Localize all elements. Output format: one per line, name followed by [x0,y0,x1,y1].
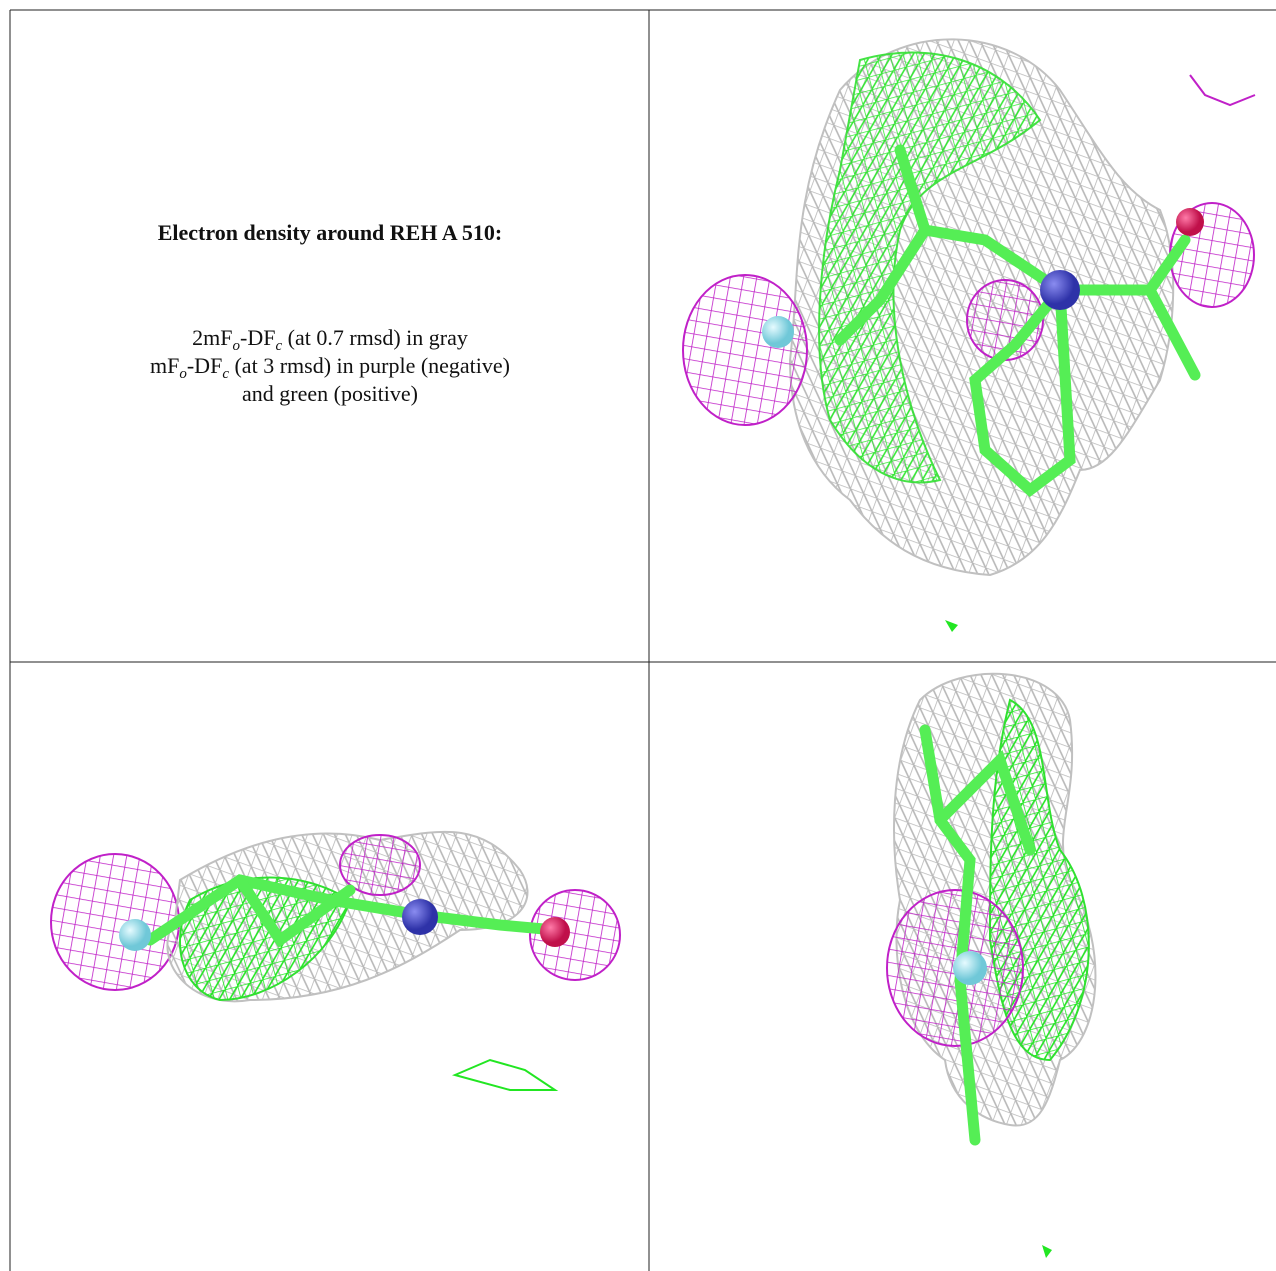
subscript: o [179,366,187,382]
oxygen-atom [540,917,570,947]
purple-mesh [339,834,421,896]
green-mesh [179,876,352,1002]
caption-text: mF [150,353,179,378]
ligand-sticks [919,724,1036,1146]
green-mesh [1042,1245,1052,1258]
purple-mesh [529,889,621,981]
ligand-sticks [834,144,1201,498]
table-borders [9,9,1276,1271]
subscript: o [233,338,241,354]
halogen-atom [119,919,151,951]
nitrogen-atom [402,899,438,935]
ligand-sticks [144,874,561,948]
nitrogen-atom [1040,270,1080,310]
caption-text: -DF [187,353,222,378]
caption-text: -DF [240,325,275,350]
caption-text: 2mF [192,325,232,350]
subscript: c [275,338,282,354]
halogen-atom [762,316,794,348]
density-view-top [682,38,1256,632]
purple-mesh [682,274,808,426]
caption-line: mFo-DFc (at 3 rmsd) in purple (negative) [150,353,510,382]
oxygen-atom [1176,208,1204,236]
caption-line: and green (positive) [242,381,418,406]
caption-text: and green (positive) [242,381,418,406]
subscript: c [222,366,229,382]
density-view-end [886,672,1097,1258]
green-mesh [945,620,958,632]
halogen-atom [953,951,987,985]
purple-mesh [1189,74,1256,107]
caption: Electron density around REH A 510: 2mFo-… [150,220,510,406]
caption-text: (at 0.7 rmsd) in gray [282,325,468,350]
green-mesh [451,1058,559,1091]
caption-line: 2mFo-DFc (at 0.7 rmsd) in gray [192,325,468,354]
purple-mesh [50,853,180,991]
caption-text: (at 3 rmsd) in purple (negative) [229,353,510,378]
caption-title: Electron density around REH A 510: [158,220,503,245]
green-mesh [818,51,1042,484]
density-view-side [50,830,621,1091]
